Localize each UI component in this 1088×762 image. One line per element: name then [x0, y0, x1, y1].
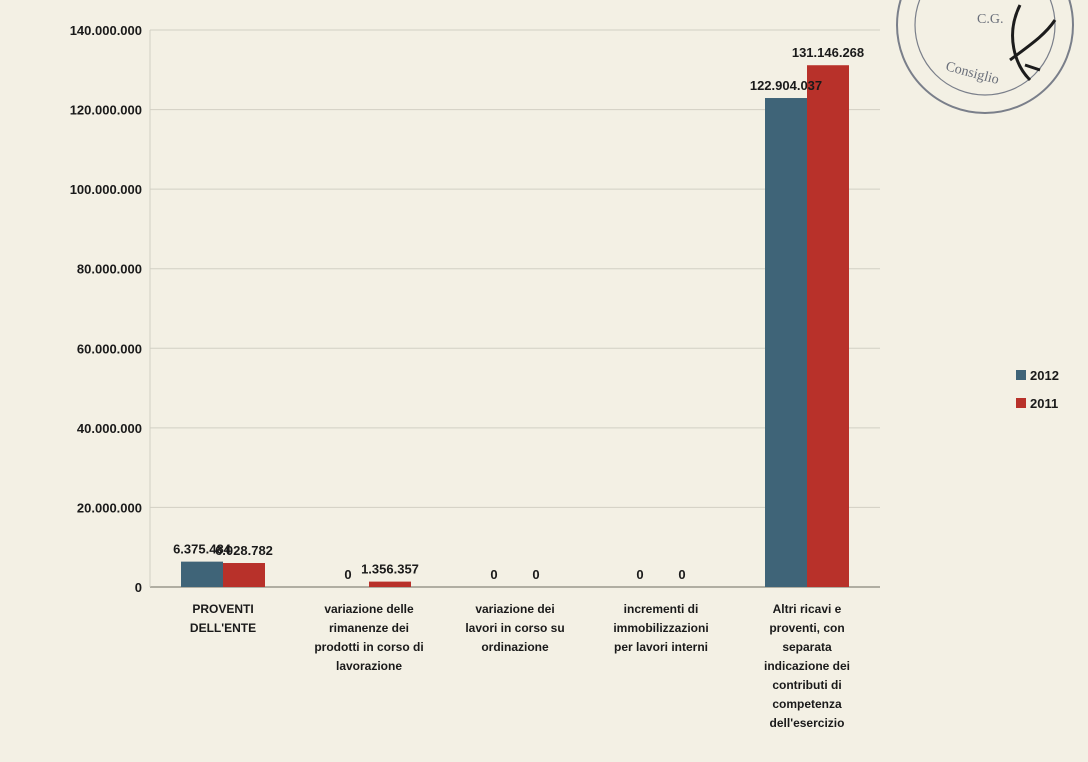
- x-category-label: variazione delle: [324, 602, 414, 616]
- y-tick-label: 60.000.000: [77, 341, 142, 356]
- signature-mark: [1009, 4, 1057, 82]
- x-category-label: separata: [782, 640, 832, 654]
- bars: [181, 65, 849, 587]
- official-stamp: Consiglio C.G.: [896, 0, 1074, 114]
- x-category-label: lavorazione: [336, 659, 402, 673]
- x-category-label: prodotti in corso di: [314, 640, 423, 654]
- stamp-text: Consiglio: [944, 59, 1000, 88]
- x-category-label: indicazione dei: [764, 659, 850, 673]
- x-category-label: proventi, con: [769, 621, 844, 635]
- legend: 2012 2011: [1016, 368, 1059, 411]
- bar-2012: [765, 98, 807, 587]
- x-category-label: variazione dei: [475, 602, 554, 616]
- y-tick-label: 80.000.000: [77, 262, 142, 277]
- x-category-label: PROVENTI: [192, 602, 253, 616]
- x-category-label: contributi di: [772, 678, 841, 692]
- x-category-label: DELL'ENTE: [190, 621, 256, 635]
- x-category-label: rimanenze dei: [329, 621, 409, 635]
- y-axis: 0 20.000.000 40.000.000 60.000.000 80.000.00…: [70, 23, 142, 595]
- bar-2011: [807, 65, 849, 587]
- y-tick-label: 100.000.000: [70, 182, 142, 197]
- data-label: 0: [344, 567, 351, 582]
- data-label: 0: [532, 567, 539, 582]
- data-label: 122.904.037: [750, 78, 822, 93]
- x-category-label: lavori in corso su: [465, 621, 564, 635]
- data-label: 0: [490, 567, 497, 582]
- x-category-label: ordinazione: [481, 640, 549, 654]
- legend-label-2011: 2011: [1030, 396, 1058, 411]
- x-axis: PROVENTI DELL'ENTE variazione delle rimanen…: [190, 602, 850, 730]
- y-tick-label: 120.000.000: [70, 103, 142, 118]
- plot-grid: [149, 29, 880, 588]
- y-tick-label: 140.000.000: [70, 23, 142, 38]
- data-label: 6.375.484: [173, 542, 232, 557]
- x-category-label: Altri ricavi e: [773, 602, 842, 616]
- y-tick-label: 0: [135, 580, 142, 595]
- legend-swatch-2011: [1016, 398, 1026, 408]
- data-label: 131.146.268: [792, 45, 864, 60]
- x-category-label: dell'esercizio: [770, 716, 845, 730]
- bar-2012: [181, 561, 223, 587]
- x-category-label: per lavori interni: [614, 640, 708, 654]
- x-category-label: immobilizzazioni: [613, 621, 708, 635]
- y-tick-label: 40.000.000: [77, 421, 142, 436]
- data-label: 1.356.357: [361, 562, 419, 577]
- x-category-label: incrementi di: [624, 602, 699, 616]
- data-label: 0: [636, 567, 643, 582]
- y-tick-label: 20.000.000: [77, 500, 142, 515]
- legend-swatch-2012: [1016, 370, 1026, 380]
- data-label: 6.028.782: [215, 543, 273, 558]
- stamp-text-top: C.G.: [977, 12, 1003, 27]
- data-label: 0: [678, 567, 685, 582]
- bar-2011: [369, 581, 411, 587]
- bar-2011: [223, 563, 265, 587]
- x-category-label: competenza: [772, 697, 842, 711]
- legend-label-2012: 2012: [1030, 368, 1059, 383]
